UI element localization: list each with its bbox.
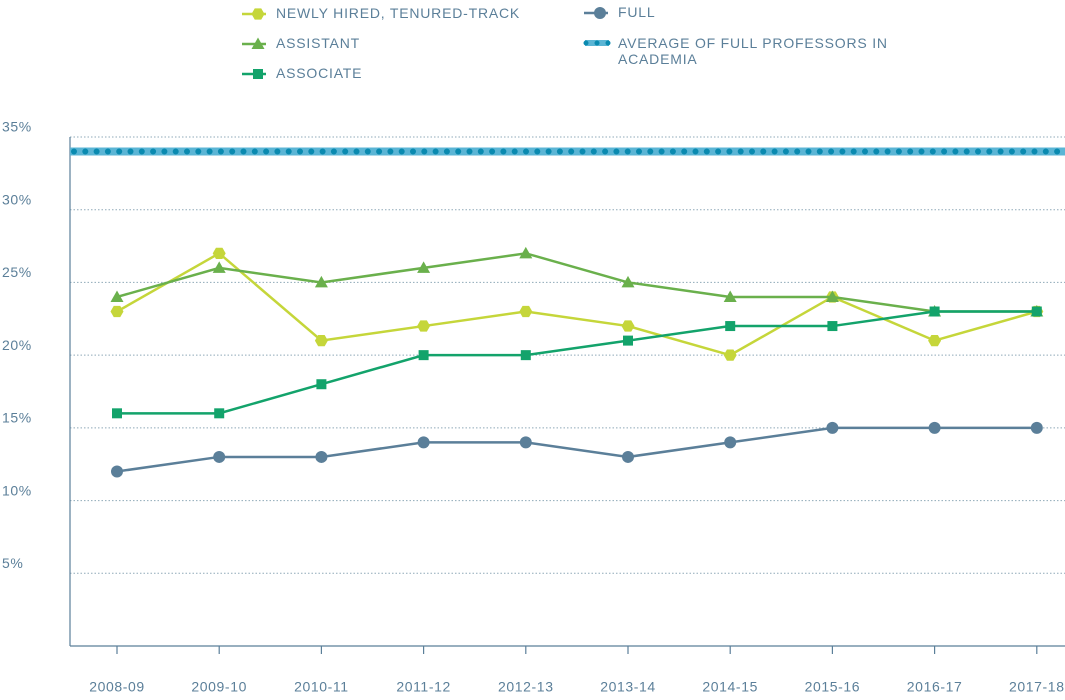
x-tick-label: 2014-15 [702,679,758,695]
marker [621,320,635,332]
legend-label: ASSOCIATE [276,65,363,81]
legend-label: ASSISTANT [276,35,360,51]
legend-entry: FULL [582,4,655,20]
legend-entry: AVERAGE OF FULL PROFESSORS IN ACADEMIA [582,35,893,67]
legend-entry: ASSOCIATE [240,65,362,81]
marker [212,261,226,273]
marker [214,408,225,419]
marker [314,334,328,347]
legend-label: AVERAGE OF FULL PROFESSORS IN ACADEMIA [618,35,888,67]
x-tick-label: 2013-14 [600,679,656,695]
x-tick-label: 2016-17 [907,679,963,695]
marker [519,246,533,259]
x-tick-label: 2011-12 [396,679,451,695]
marker [418,350,429,361]
marker [621,275,635,288]
marker [213,450,226,463]
y-tick-label: 10% [2,482,32,498]
y-tick-label: 5% [2,555,23,571]
marker [112,408,122,419]
x-tick-label: 2008-09 [89,679,145,695]
marker [417,261,431,273]
marker [111,465,123,478]
marker [1031,306,1042,317]
marker [825,290,839,302]
y-tick-label: 20% [2,337,32,353]
marker [519,436,532,449]
series-line [116,252,1037,313]
marker [622,450,634,463]
y-tick-label: 15% [2,410,32,426]
marker [110,305,124,318]
x-tick-label: 2012-13 [498,679,554,695]
legend-entry: NEWLY HIRED, TENURED-TRACK [240,5,520,21]
marker [724,436,737,449]
legend-entry: ASSISTANT [240,35,360,51]
marker [928,421,941,434]
marker [251,37,265,49]
x-tick-label: 2009-10 [191,679,247,695]
y-tick-label: 30% [2,191,32,207]
marker [253,69,263,79]
marker [723,349,737,361]
marker [520,350,531,361]
marker [827,321,838,332]
marker [314,275,328,288]
legend-label: FULL [618,4,656,20]
marker [212,247,226,259]
legend-swatch [242,37,266,49]
series-line [117,310,1037,415]
legend-label: NEWLY HIRED, TENURED-TRACK [276,5,521,21]
marker [623,335,633,346]
marker [929,306,940,317]
legend-swatch [583,40,612,46]
marker [316,379,327,390]
marker [826,421,839,434]
y-tick-label: 25% [2,264,32,280]
marker [1030,421,1043,434]
marker [723,290,737,302]
marker [519,305,533,318]
marker [315,450,328,463]
legend-swatch [242,69,266,79]
marker [928,334,942,347]
marker [594,7,606,19]
marker [417,320,431,332]
marker [251,8,265,20]
x-tick-label: 2015-16 [805,679,861,695]
legend-swatch [584,7,608,19]
marker [725,321,736,332]
marker [417,436,430,449]
x-tick-label: 2010-11 [294,679,349,695]
y-tick-label: 35% [2,119,32,135]
legend-swatch [242,8,266,20]
x-tick-label: 2017-18 [1009,679,1065,695]
series-line [116,426,1037,473]
marker [110,290,124,302]
